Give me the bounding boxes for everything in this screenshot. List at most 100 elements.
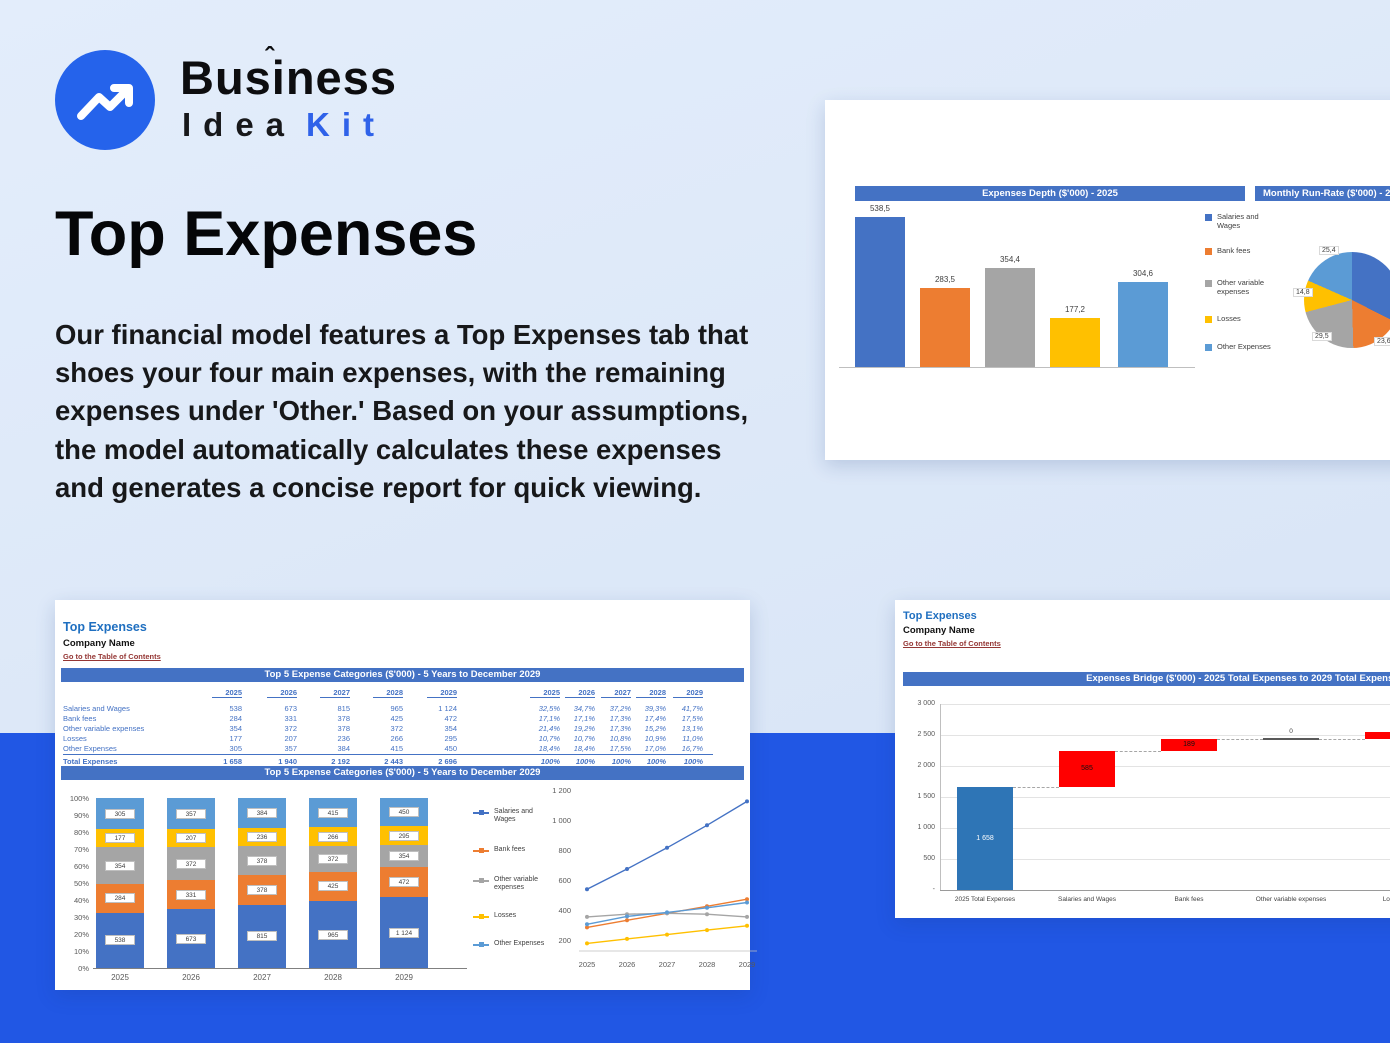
cell-value: 425 bbox=[390, 714, 403, 723]
segment-label: 450 bbox=[389, 807, 419, 818]
y-tick-label: 20% bbox=[73, 930, 89, 939]
cell-share: 100% bbox=[683, 757, 703, 766]
row-label: Losses bbox=[63, 734, 87, 743]
segment-label: 331 bbox=[176, 889, 206, 900]
cell-share: 17,5% bbox=[609, 744, 631, 753]
bar-value-label: 538,5 bbox=[869, 204, 891, 213]
year-header: 2027 bbox=[601, 688, 631, 698]
line-marker bbox=[705, 928, 709, 933]
segment-label: 266 bbox=[318, 831, 348, 842]
row-label: Total Expenses bbox=[63, 757, 118, 766]
waterfall-bar bbox=[1365, 731, 1390, 740]
brand-word-idea-kit: Idea Kit bbox=[182, 106, 386, 144]
x-axis-label: Other variable expenses bbox=[1255, 896, 1327, 903]
grid-line bbox=[940, 859, 1390, 860]
year-header: 2029 bbox=[427, 688, 457, 698]
cell-value: 378 bbox=[337, 714, 350, 723]
line-marker bbox=[665, 845, 669, 850]
pie-data-label: 14,8 bbox=[1293, 288, 1313, 297]
connector-line bbox=[1217, 739, 1263, 741]
y-tick-label: 400 bbox=[558, 906, 571, 915]
cell-value: 450 bbox=[444, 744, 457, 753]
line-marker bbox=[705, 905, 709, 910]
x-axis-label: 2029 bbox=[738, 960, 756, 969]
legend-label: Other variable expenses bbox=[1217, 278, 1265, 296]
cell-value: 965 bbox=[390, 704, 403, 713]
line-marker bbox=[625, 867, 629, 871]
waterfall-value-label: 1 658 bbox=[976, 834, 994, 842]
segment-label: 472 bbox=[389, 877, 419, 888]
legend-swatch bbox=[1205, 248, 1212, 255]
bar-chart-expenses-depth: 538,5 283,5 354,4 177,2 304,6 bbox=[825, 100, 1390, 460]
cell-value: 207 bbox=[284, 734, 297, 743]
bar-3 bbox=[1050, 318, 1100, 367]
cell-value: 1 940 bbox=[278, 757, 297, 766]
cell-share: 10,7% bbox=[538, 734, 560, 743]
segment-label: 965 bbox=[318, 929, 348, 940]
brand-caret-accent: ˆ bbox=[265, 42, 274, 72]
y-tick-label: 2 500 bbox=[917, 731, 935, 738]
brand-word-business: Business bbox=[180, 51, 397, 104]
header-expenses-depth: Expenses Depth ($'000) - 2025 bbox=[855, 186, 1245, 201]
header-expenses-bridge: Expenses Bridge ($'000) - 2025 Total Exp… bbox=[903, 672, 1390, 686]
segment-label: 384 bbox=[247, 807, 277, 818]
line-marker bbox=[585, 914, 589, 919]
row-label: Bank fees bbox=[63, 714, 97, 723]
cell-share: 17,5% bbox=[681, 714, 703, 723]
table-of-contents-link[interactable]: Go to the Table of Contents bbox=[63, 652, 161, 661]
y-tick-label: 0% bbox=[78, 964, 89, 973]
bar-0 bbox=[855, 217, 905, 367]
cell-share: 15,2% bbox=[644, 724, 666, 733]
cell-value: 415 bbox=[390, 744, 403, 753]
cell-share: 37,2% bbox=[609, 704, 631, 713]
waterfall-bar bbox=[1161, 739, 1217, 751]
waterfall-bar bbox=[1059, 750, 1115, 788]
x-axis-line bbox=[93, 968, 467, 969]
grid-line bbox=[940, 890, 1390, 891]
cell-share: 11,0% bbox=[682, 734, 703, 743]
cell-value: 673 bbox=[284, 704, 297, 713]
segment-label: 378 bbox=[247, 885, 277, 896]
y-tick-label: 1 200 bbox=[552, 786, 571, 795]
cell-value: 472 bbox=[444, 714, 457, 723]
y-tick-label: 600 bbox=[558, 876, 571, 885]
segment-label: 372 bbox=[318, 853, 348, 864]
grid-line bbox=[940, 797, 1390, 798]
segment-label: 354 bbox=[389, 851, 419, 862]
cell-share: 16,7% bbox=[681, 744, 703, 753]
sheet-title: Top Expenses bbox=[63, 620, 147, 634]
segment-label: 207 bbox=[176, 833, 206, 844]
x-axis-label: 2025 bbox=[578, 960, 596, 969]
x-axis-label: 2027 bbox=[658, 960, 676, 969]
screenshot-expenses-depth-card: Expenses Depth ($'000) - 2025 Monthly Ru… bbox=[825, 100, 1390, 460]
legend-item: Bank fees bbox=[473, 846, 551, 880]
cell-share: 100% bbox=[646, 757, 666, 766]
cell-value: 331 bbox=[284, 714, 297, 723]
y-tick-label: 500 bbox=[923, 855, 935, 862]
pie-data-label: 25,4 bbox=[1319, 246, 1339, 255]
cell-value: 354 bbox=[229, 724, 242, 733]
x-axis-label: 2027 bbox=[253, 973, 271, 982]
legend-item: Losses bbox=[1205, 314, 1283, 345]
page-title: Top Expenses bbox=[55, 199, 478, 269]
legend-label: Other Expenses bbox=[494, 940, 545, 947]
cell-value: 284 bbox=[229, 714, 242, 723]
cell-value: 815 bbox=[337, 704, 350, 713]
legend-item: Salaries and Wages bbox=[1205, 212, 1283, 243]
x-axis-label: 2025 bbox=[111, 973, 129, 982]
table-of-contents-link[interactable]: Go to the Table of Contents bbox=[903, 639, 1001, 648]
legend-item: Other Expenses bbox=[1205, 342, 1283, 373]
cell-value: 538 bbox=[229, 704, 242, 713]
grid-line bbox=[940, 735, 1390, 736]
cell-share: 18,4% bbox=[573, 744, 595, 753]
bar-4 bbox=[1118, 282, 1168, 367]
legend-swatch bbox=[1205, 316, 1212, 323]
cell-share: 17,3% bbox=[609, 714, 631, 723]
year-header: 2025 bbox=[530, 688, 560, 698]
x-axis-line bbox=[839, 367, 1195, 368]
cell-share: 10,7% bbox=[573, 734, 595, 743]
line-marker bbox=[745, 897, 749, 902]
x-axis-label: Bank fees bbox=[1174, 896, 1204, 903]
legend-label: Other variable expenses bbox=[494, 876, 538, 892]
